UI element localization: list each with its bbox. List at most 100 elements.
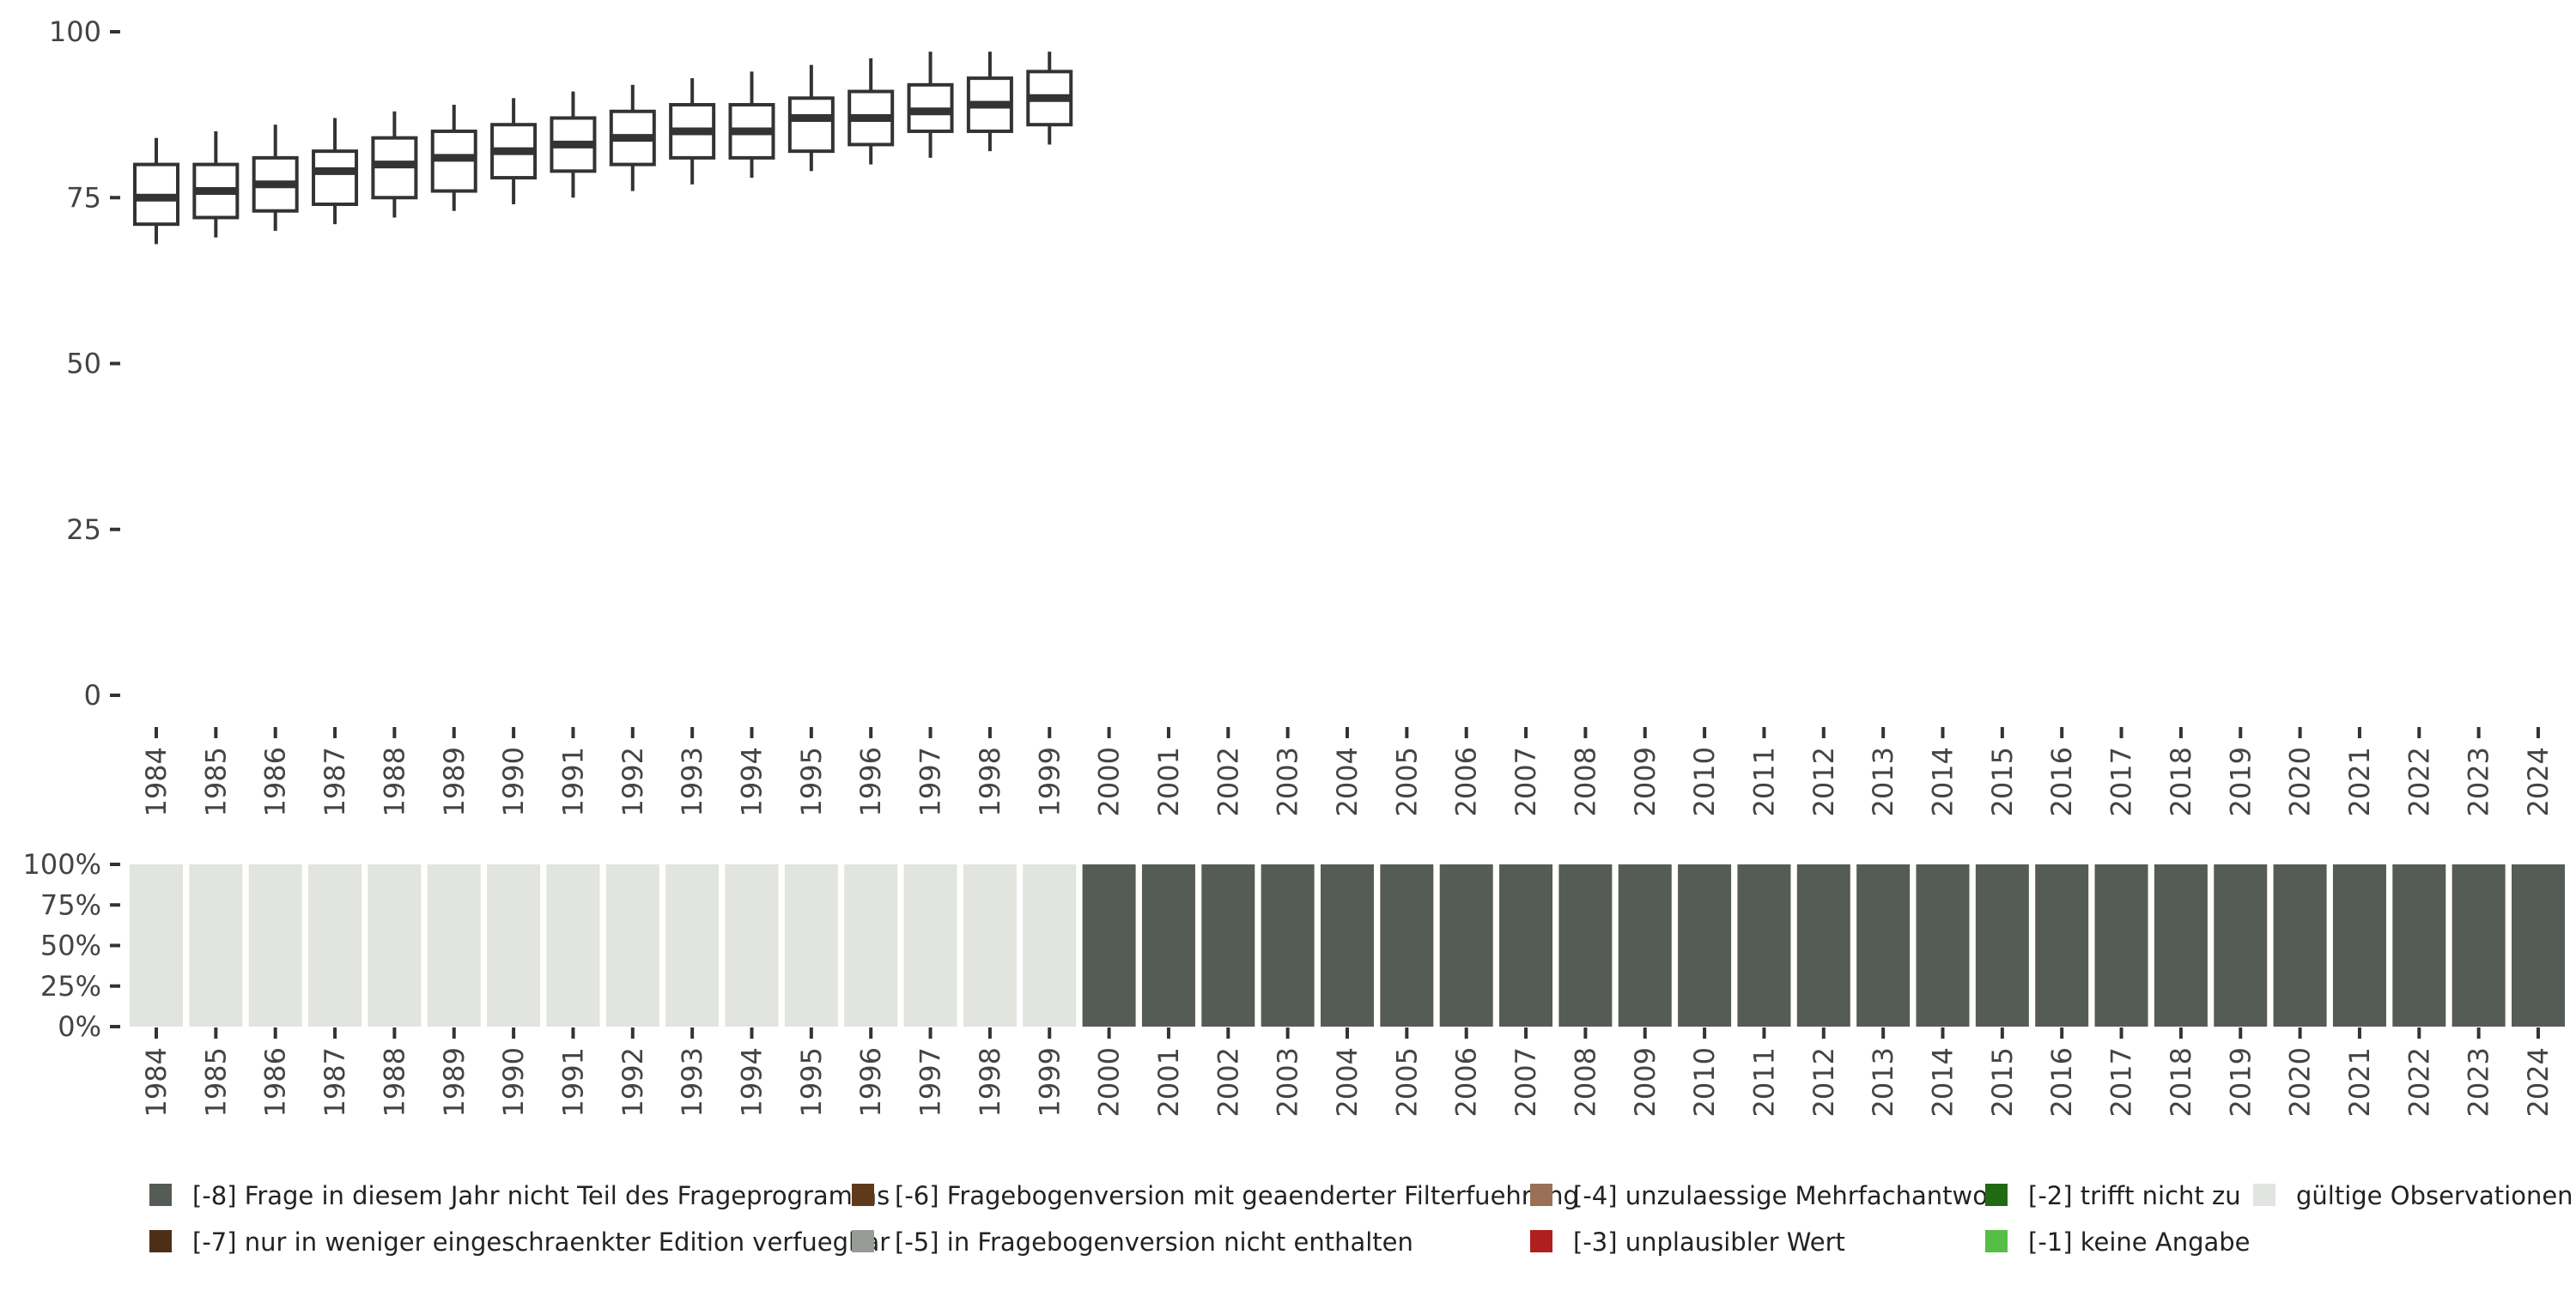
- bar-segment: [546, 864, 600, 1027]
- bar-segment: [487, 864, 541, 1027]
- legend-item: [-4] unzulaessige Mehrfachantwort: [1530, 1181, 2008, 1210]
- bar-segment: [963, 864, 1017, 1027]
- legend-label: [-1] keine Angabe: [2028, 1227, 2251, 1257]
- x-tick-label: 2013: [1867, 1047, 1899, 1117]
- legend-swatch: [2253, 1184, 2275, 1206]
- x-tick-label: 2014: [1927, 1047, 1959, 1117]
- x-tick-label: 2009: [1629, 1047, 1662, 1117]
- bar-segment: [2392, 864, 2446, 1027]
- y-tick-label: 75%: [40, 888, 101, 921]
- x-tick-label: 1984: [140, 1047, 173, 1117]
- x-tick-label: 1989: [438, 747, 471, 816]
- x-tick-label: 2008: [1569, 747, 1601, 816]
- y-tick-label: 25: [66, 513, 101, 546]
- box-1991: [550, 91, 597, 198]
- box-1997: [907, 52, 954, 158]
- bar-segment: [1141, 864, 1195, 1027]
- y-tick-label: 25%: [40, 970, 101, 1003]
- legend-item: gültige Observationen: [2253, 1181, 2573, 1210]
- x-tick-label: 1992: [617, 1047, 649, 1117]
- x-tick-label: 1989: [438, 1047, 471, 1117]
- x-tick-label: 2024: [2522, 1047, 2555, 1117]
- stacked-bar-panel: 0% 25% 50% 75% 100% 1984 1985 1986 1987 1988 1989 1…: [23, 848, 2565, 1117]
- legend-swatch: [1530, 1230, 1552, 1252]
- x-tick-label: 1987: [319, 1047, 351, 1117]
- box-1990: [490, 98, 538, 204]
- legend-item: [-2] trifft nicht zu: [1985, 1181, 2241, 1210]
- x-tick-label: 1990: [497, 1047, 530, 1117]
- x-tick-label: 1997: [914, 747, 947, 816]
- x-tick-label: 2021: [2343, 1047, 2376, 1117]
- box-1995: [787, 64, 835, 172]
- box-1993: [669, 78, 716, 185]
- legend: [-8] Frage in diesem Jahr nicht Teil des…: [149, 1181, 2573, 1257]
- x-tick-label: 1986: [259, 747, 292, 816]
- x-tick-label: 2019: [2224, 747, 2257, 816]
- x-tick-label: 2003: [1272, 1047, 1304, 1117]
- box-iqr: [312, 149, 359, 206]
- legend-label: [-3] unplausibler Wert: [1573, 1227, 1845, 1257]
- bar-segment: [1082, 864, 1136, 1027]
- bar-segment: [2273, 864, 2327, 1027]
- x-tick-label: 1988: [378, 1047, 410, 1117]
- boxplot-panel: 0 25 50 75 100 1984 1985 1986 1987 1988 1989 1990 19…: [49, 15, 2555, 816]
- box-1996: [848, 58, 895, 165]
- x-tick-label: 1984: [140, 747, 173, 816]
- x-tick-label: 2018: [2165, 1047, 2197, 1117]
- legend-item: [-7] nur in weniger eingeschraenkter Edi…: [149, 1227, 890, 1257]
- bar-segment: [1380, 864, 1434, 1027]
- bar-segment: [1558, 864, 1613, 1027]
- x-tick-label: 2017: [2105, 747, 2138, 816]
- box-1986: [252, 124, 299, 231]
- legend-label: [-6] Fragebogenversion mit geaenderter F…: [895, 1181, 1579, 1210]
- x-tick-label: 2023: [2463, 747, 2495, 816]
- legend-label: [-5] in Fragebogenversion nicht enthalte…: [895, 1227, 1413, 1257]
- x-tick-label: 1986: [259, 1047, 292, 1117]
- x-tick-label: 1985: [199, 747, 232, 816]
- bar-segment: [368, 864, 422, 1027]
- legend-swatch: [1530, 1184, 1552, 1206]
- bar-segment: [2332, 864, 2386, 1027]
- x-tick-label: 2016: [2045, 1047, 2078, 1117]
- bar-segment: [308, 864, 362, 1027]
- x-tick-label: 2020: [2284, 1047, 2317, 1117]
- bar-segment: [130, 864, 183, 1027]
- legend-swatch: [852, 1184, 874, 1206]
- bar-segment: [2451, 864, 2506, 1027]
- x-tick-label: 1997: [914, 1047, 947, 1117]
- bar-segment: [605, 864, 659, 1027]
- bar-segment: [1678, 864, 1732, 1027]
- x-tick-label: 1998: [974, 747, 1006, 816]
- box-1984: [133, 137, 179, 245]
- bar-segment: [1321, 864, 1374, 1027]
- x-tick-label: 2010: [1688, 747, 1721, 816]
- bar-segment: [2512, 864, 2565, 1027]
- x-tick-label: 1998: [974, 1047, 1006, 1117]
- x-tick-label: 2012: [1807, 747, 1840, 816]
- bar-segment: [1975, 864, 2029, 1027]
- x-tick-label: 2002: [1212, 1047, 1244, 1117]
- bar-segment: [2214, 864, 2268, 1027]
- x-tick-label: 1991: [556, 747, 589, 816]
- bar-segment: [2154, 864, 2208, 1027]
- x-tick-label: 2024: [2522, 747, 2555, 816]
- legend-label: gültige Observationen: [2296, 1181, 2573, 1210]
- x-tick-label: 2003: [1272, 747, 1304, 816]
- bar-segment: [1499, 864, 1553, 1027]
- legend-swatch: [149, 1230, 172, 1252]
- x-tick-label: 2013: [1867, 747, 1899, 816]
- legend-item: [-6] Fragebogenversion mit geaenderter F…: [852, 1181, 1579, 1210]
- legend-swatch: [1985, 1230, 2008, 1252]
- y-tick-label: 50%: [40, 930, 101, 962]
- x-tick-label: 2000: [1093, 1047, 1126, 1117]
- x-tick-label: 2007: [1510, 747, 1542, 816]
- legend-item: [-3] unplausibler Wert: [1530, 1227, 1845, 1257]
- bar-segment: [1916, 864, 1970, 1027]
- bar-segment: [725, 864, 779, 1027]
- x-tick-label: 2010: [1688, 1047, 1721, 1117]
- x-tick-label: 2006: [1450, 1047, 1483, 1117]
- legend-label: [-2] trifft nicht zu: [2028, 1181, 2241, 1210]
- x-tick-label: 2004: [1331, 747, 1364, 816]
